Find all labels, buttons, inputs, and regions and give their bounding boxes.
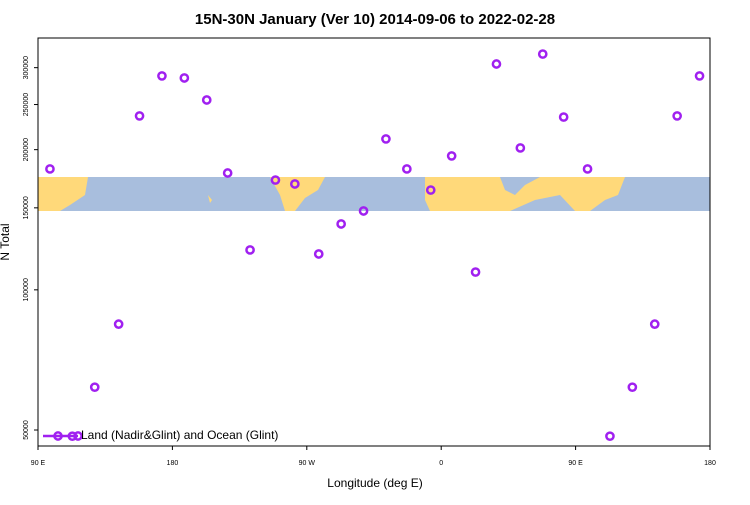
point [113,319,124,329]
point [358,206,369,216]
point [470,267,481,277]
point [290,179,300,189]
point [270,175,281,185]
point [582,164,593,174]
point [425,185,436,195]
point [134,111,145,121]
point [245,245,255,255]
legend-marker [53,431,63,441]
point [89,382,100,393]
point [157,71,167,81]
y-tick-label: 250000 [23,93,30,116]
y-tick-label: 100000 [23,278,30,301]
point [45,164,55,174]
x-tick-label: 90 E [568,460,583,467]
point [201,95,212,105]
x-tick-label: 0 [439,460,443,467]
x-tick-label: 180 [167,460,179,467]
point [313,249,324,259]
point [605,431,615,442]
x-tick-label: 90 W [299,460,316,467]
x-tick-label: 90 E [31,460,46,467]
point [381,134,391,144]
y-tick-label: 200000 [23,138,30,161]
y-axis-label: N Total [0,223,12,260]
legend-marker [73,431,83,441]
point [402,164,412,174]
map-strip [38,177,710,211]
point [491,59,502,69]
point [446,151,457,161]
y-tick-label: 150000 [23,196,30,219]
y-tick-label: 300000 [23,56,30,79]
point [515,143,526,153]
point [672,111,682,121]
legend-label: Land (Nadir&Glint) and Ocean (Glint) [81,428,278,442]
y-tick-label: 50000 [23,420,30,440]
plot-frame [37,37,711,447]
point [627,382,638,393]
point [179,73,190,83]
point [336,219,346,229]
point [558,112,569,122]
point [537,49,548,59]
point [222,168,233,178]
x-axis-label: Longitude (deg E) [327,476,422,490]
chart-title: 15N-30N January (Ver 10) 2014-09-06 to 2… [195,11,555,28]
point [694,71,705,81]
point [649,319,660,329]
x-tick-label: 180 [704,460,716,467]
